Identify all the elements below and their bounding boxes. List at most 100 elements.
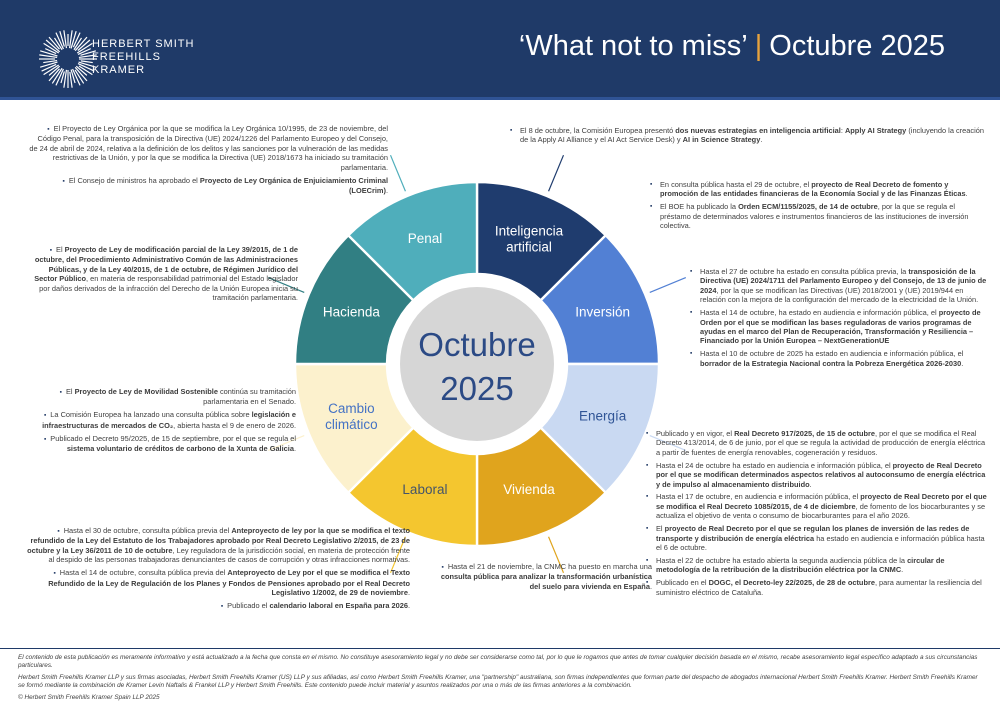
callout-line xyxy=(267,435,305,452)
segment-label: Hacienda xyxy=(323,304,381,319)
donut-center-label: Octubre 2025 xyxy=(418,326,535,407)
logo-ray xyxy=(78,61,96,68)
inteligencia-artificial-notes-block: ▪ El 8 de octubre, la Comisión Europea pr… xyxy=(510,126,986,148)
logo-ray xyxy=(53,37,63,51)
note-item: ▪ Hasta el 24 de octubre ha estado en aud… xyxy=(646,460,986,489)
note-item: ▪ Publicado el Decreto 95/2025, de 15 de … xyxy=(43,433,296,454)
bullet-icon: ▪ xyxy=(690,309,693,317)
bullet-icon: ▪ xyxy=(646,430,649,437)
note-item: ▪ Hasta el 22 de octubre ha estado abiert… xyxy=(646,555,945,575)
vivienda-notes-block: ▪ Hasta el 21 de noviembre, la CNMC ha pu… xyxy=(430,562,652,595)
bullet-icon: ▪ xyxy=(43,412,47,420)
logo-line-3: KRAMER xyxy=(92,64,146,76)
energia-notes-block-1: ▪ Hasta el 27 de octubre ha estado en con… xyxy=(690,267,988,372)
segment-label: Penal xyxy=(408,231,443,246)
segment-label: Energía xyxy=(579,409,627,424)
note-item: ▪ En consulta pública hasta el 29 de octu… xyxy=(650,180,968,199)
callout-line xyxy=(649,435,687,452)
logo-ray xyxy=(45,39,61,53)
note-item: ▪ Publicado en el DOGC, el Decreto-ley 22… xyxy=(646,578,982,597)
logo-ray xyxy=(55,68,64,86)
laboral-notes-block: ▪ Hasta el 30 de octubre, consulta públic… xyxy=(22,526,410,615)
inversion-notes-block: ▪ En consulta pública hasta el 29 de octu… xyxy=(650,180,986,234)
segment-label: Cambio climático xyxy=(325,401,378,432)
hsf-sunburst-logo-icon xyxy=(39,30,97,88)
bullet-icon: ▪ xyxy=(441,564,444,571)
note-item: ▪ Publicado y en vigor, el Real Decreto 9… xyxy=(646,429,986,457)
note-item: ▪ El Proyecto de Ley Orgánica por la que … xyxy=(29,124,388,172)
note-item: ▪ Hasta el 14 de octubre, ha estado en au… xyxy=(690,308,981,346)
note-item: ▪ Hasta el 21 de noviembre, la CNMC ha pu… xyxy=(440,562,652,591)
page-title-left: ‘What not to miss’ xyxy=(518,30,748,62)
logo-ray xyxy=(77,63,95,72)
disclaimer-paragraph-1: El contenido de esta publicación es mera… xyxy=(18,654,978,670)
note-item: ▪ Hasta el 10 de octubre de 2025 ha estad… xyxy=(690,349,964,368)
callout-line xyxy=(649,276,687,293)
note-item: ▪ El proyecto de Real Decreto por el que … xyxy=(646,524,985,552)
donut-chart: Inteligencia artificial Inversión Energía Vi… xyxy=(267,154,687,574)
logo-ray xyxy=(72,32,81,48)
cambio-climatico-notes-block: ▪ El Proyecto de Ley de Movilidad Sosteni… xyxy=(32,387,296,457)
logo-ray xyxy=(75,65,88,76)
logo-ray xyxy=(74,69,85,84)
logo-ray xyxy=(48,65,61,76)
bullet-icon: ▪ xyxy=(650,181,653,188)
hacienda-notes-block: ▪ El Proyecto de Ley de modificación parc… xyxy=(30,245,298,306)
logo-ray xyxy=(77,48,91,55)
bullet-icon: ▪ xyxy=(57,528,60,535)
bullet-icon: ▪ xyxy=(53,570,56,578)
copyright-line: © Herbert Smith Freehills Kramer Spain L… xyxy=(18,693,160,701)
page-title: ‘What not to miss’ | Octubre 2025 xyxy=(519,30,945,63)
logo-ray xyxy=(43,64,60,76)
segment-label: Vivienda xyxy=(503,482,555,497)
bullet-icon: ▪ xyxy=(650,203,653,211)
logo-ray xyxy=(40,50,58,57)
logo-ray xyxy=(70,69,76,84)
bullet-icon: ▪ xyxy=(220,602,224,610)
logo-wordmark: HERBERT SMITH FREEHILLS KRAMER xyxy=(92,38,194,77)
bullet-icon: ▪ xyxy=(646,556,649,564)
segment-label: Inversión xyxy=(575,304,630,319)
logo-ray xyxy=(51,67,63,84)
bullet-icon: ▪ xyxy=(690,268,693,275)
title-separator: | xyxy=(754,30,763,62)
logo-ray xyxy=(40,61,58,68)
note-item: ▪ La Comisión Europea ha lanzado una cons… xyxy=(42,410,296,430)
note-item: ▪ El Consejo de ministros ha aprobado el … xyxy=(62,175,388,195)
note-item: ▪ Hasta el 27 de octubre ha estado en con… xyxy=(690,267,987,305)
bullet-icon: ▪ xyxy=(62,177,65,185)
logo-ray xyxy=(63,69,68,88)
logo-ray xyxy=(69,71,73,88)
bullet-icon: ▪ xyxy=(510,127,513,134)
note-item: ▪ El 8 de octubre, la Comisión Europea pr… xyxy=(510,126,984,145)
bullet-icon: ▪ xyxy=(59,389,62,396)
logo-ray xyxy=(63,30,68,49)
bullet-icon: ▪ xyxy=(47,126,50,133)
bullet-icon: ▪ xyxy=(646,493,649,501)
callout-line xyxy=(389,154,406,192)
logo-ray xyxy=(48,68,60,82)
note-item: ▪ Hasta el 17 de octubre, en audiencia e … xyxy=(646,492,987,521)
logo-ray xyxy=(80,60,93,64)
bullet-icon: ▪ xyxy=(49,247,53,254)
logo-ray xyxy=(70,31,77,49)
logo-ray xyxy=(76,42,93,54)
note-item: ▪ El BOE ha publicado la Orden ECM/1155/2… xyxy=(650,202,969,231)
note-item: ▪ Hasta el 14 de octubre, consulta públic… xyxy=(48,568,410,597)
logo-ray xyxy=(43,59,58,64)
segment-label: Inteligencia artificial xyxy=(495,223,564,254)
penal-notes-block: ▪ El Proyecto de Ley Orgánica por la que … xyxy=(28,124,388,199)
logo-ray xyxy=(39,54,58,59)
logo-ray xyxy=(74,66,88,82)
logo-ray xyxy=(43,42,60,54)
disclaimer-paragraph-2: Herbert Smith Freehills Kramer LLP y sus… xyxy=(18,673,978,690)
page-title-right: Octubre 2025 xyxy=(769,30,945,62)
callout-line xyxy=(389,536,406,574)
logo-ray xyxy=(78,65,93,76)
bullet-icon: ▪ xyxy=(690,350,693,358)
note-item: ▪ El Proyecto de Ley de Movilidad Sosteni… xyxy=(59,387,296,407)
bullet-icon: ▪ xyxy=(646,525,649,533)
logo-ray xyxy=(48,36,60,50)
logo-ray xyxy=(78,54,97,59)
logo-ray xyxy=(60,71,65,84)
